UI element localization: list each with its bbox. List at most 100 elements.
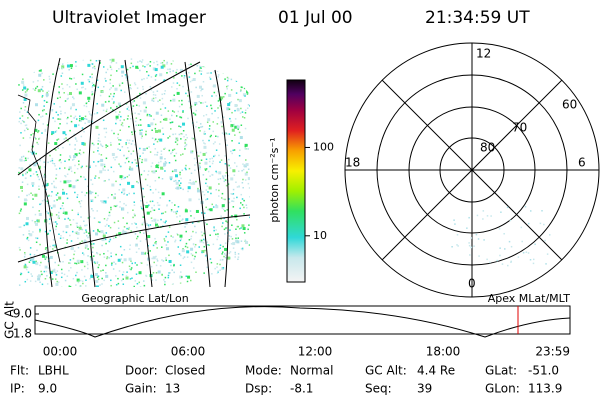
speckle	[160, 212, 163, 215]
speckle	[470, 246, 473, 249]
speckle	[110, 74, 112, 77]
speckle	[19, 226, 22, 228]
speckle	[170, 178, 172, 181]
speckle	[173, 148, 176, 151]
speckle	[162, 103, 164, 105]
speckle	[206, 241, 208, 243]
speckle	[103, 127, 106, 130]
speckle	[208, 128, 211, 130]
speckle	[175, 211, 177, 213]
speckle	[239, 149, 241, 151]
speckle	[56, 270, 59, 272]
speckle	[180, 182, 182, 184]
speckle	[183, 77, 186, 79]
speckle	[170, 209, 173, 211]
speckle	[205, 61, 208, 64]
speckle	[59, 96, 62, 99]
speckle	[179, 126, 182, 128]
speckle	[82, 59, 84, 61]
speckle	[218, 183, 220, 185]
speckle	[93, 161, 95, 163]
speckle	[70, 106, 72, 109]
speckle	[183, 75, 186, 77]
speckle	[117, 277, 119, 280]
speckle	[187, 117, 189, 120]
speckle	[55, 174, 58, 176]
speckle	[58, 196, 62, 200]
speckle	[108, 100, 110, 103]
speckle	[173, 94, 175, 97]
speckle	[121, 261, 124, 264]
speckle	[239, 136, 243, 140]
speckle	[162, 221, 165, 223]
speckle	[228, 198, 230, 200]
speckle	[165, 220, 167, 223]
speckle	[38, 178, 41, 181]
speckle	[19, 117, 21, 120]
speckle	[223, 68, 227, 72]
speckle	[69, 155, 71, 157]
speckle	[131, 262, 134, 265]
speckle	[109, 78, 112, 81]
speckle	[32, 185, 34, 187]
speckle	[171, 59, 174, 61]
speckle	[172, 98, 176, 102]
speckle	[238, 131, 241, 134]
speckle	[74, 115, 77, 118]
speckle	[217, 107, 219, 109]
speckle	[149, 151, 152, 153]
speckle	[160, 114, 163, 117]
speckle	[225, 220, 227, 222]
speckle	[31, 69, 33, 71]
speckle	[109, 64, 112, 67]
speckle	[21, 190, 23, 192]
speckle	[118, 83, 121, 86]
speckle	[25, 216, 29, 220]
speckle	[208, 186, 212, 190]
speckle	[182, 248, 184, 250]
speckle	[62, 207, 65, 210]
speckle	[77, 237, 79, 240]
speckle	[231, 215, 233, 217]
speckle	[24, 124, 27, 127]
speckle	[18, 212, 21, 215]
speckle	[184, 58, 187, 61]
speckle	[524, 205, 527, 208]
speckle	[121, 273, 124, 276]
speckle	[243, 87, 246, 90]
speckle	[87, 255, 89, 257]
speckle	[205, 158, 208, 161]
speckle	[43, 109, 45, 111]
speckle	[71, 159, 74, 161]
speckle	[182, 110, 184, 112]
speckle	[152, 272, 155, 274]
speckle	[203, 132, 205, 135]
speckle	[83, 104, 86, 107]
speckle	[243, 117, 246, 119]
speckle	[114, 197, 116, 199]
speckle	[150, 115, 152, 117]
speckle	[76, 179, 79, 182]
speckle	[82, 282, 84, 285]
speckle	[115, 283, 118, 286]
speckle	[213, 226, 215, 228]
speckle	[118, 139, 120, 141]
speckle	[127, 211, 129, 214]
speckle	[74, 191, 76, 194]
speckle	[68, 262, 70, 264]
speckle	[176, 216, 178, 218]
speckle	[91, 76, 93, 79]
speckle	[179, 282, 182, 285]
speckle	[189, 106, 192, 109]
speckle	[128, 109, 130, 112]
speckle	[227, 174, 230, 177]
speckle	[154, 237, 156, 240]
speckle	[196, 189, 200, 193]
speckle	[59, 180, 62, 183]
speckle	[53, 268, 56, 271]
speckle	[112, 109, 114, 111]
speckle	[71, 103, 75, 107]
speckle	[141, 78, 143, 81]
speckle	[211, 173, 213, 176]
speckle	[166, 72, 168, 74]
